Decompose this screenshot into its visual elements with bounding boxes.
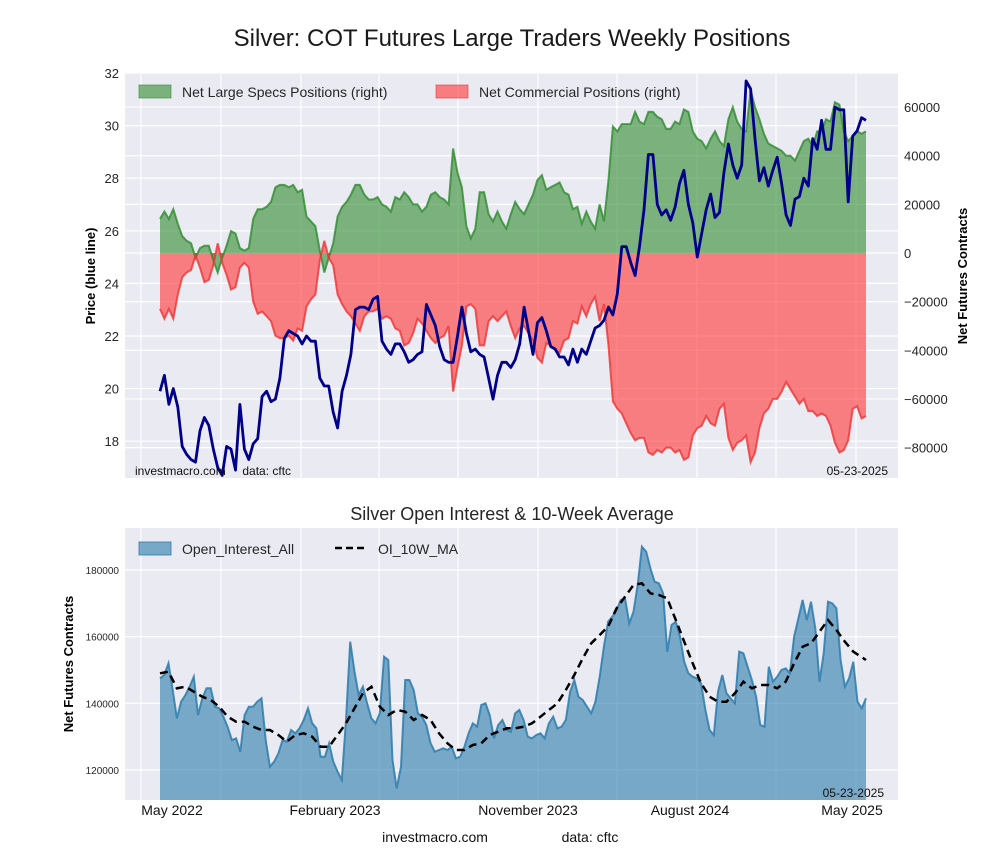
price-axis-label: Price (blue line): [83, 228, 98, 325]
right-tick-label: 40000: [904, 149, 940, 164]
right-tick-label: −60000: [904, 392, 948, 407]
bottom-x-ticks: May 2022 February 2023 November 2023 August…: [141, 802, 883, 818]
bottom-x-tick-label: February 2023: [289, 802, 380, 818]
left-tick-label: 28: [105, 171, 119, 186]
left-tick-label: 24: [105, 276, 119, 291]
bottom-x-tick-label: August 2024: [651, 802, 730, 818]
right-tick-label: 0: [904, 246, 911, 261]
top-watermark: investmacro.com data: cftc: [135, 464, 291, 478]
bottom-x-tick-label: May 2022: [141, 802, 203, 818]
bottom-x-tick-label: May 2025: [821, 802, 883, 818]
legend-swatch-large-specs: [138, 84, 172, 99]
legend-label-commercial: Net Commercial Positions (right): [479, 84, 681, 100]
top-lines: [158, 79, 867, 477]
open-interest-line: [159, 544, 867, 789]
bottom-y-tick-label: 140000: [86, 699, 120, 710]
right-tick-label: 60000: [904, 100, 940, 115]
top-areas: [159, 89, 867, 466]
open-interest-area: [160, 546, 866, 800]
bottom-y-tick-label: 160000: [86, 633, 120, 644]
right-tick-label: −20000: [904, 295, 948, 310]
right-tick-label: 20000: [904, 197, 940, 212]
bottom-x-tick-label: November 2023: [478, 802, 578, 818]
left-tick-label: 22: [105, 329, 119, 344]
left-tick-label: 32: [105, 66, 119, 81]
footer-source: data: cftc: [562, 829, 619, 845]
bottom-legend: Open_Interest_All OI_10W_MA: [138, 541, 459, 557]
bottom-areas: [159, 544, 867, 800]
footer-site: investmacro.com: [382, 829, 488, 845]
bottom-y-ticks: 120000 140000 160000 180000: [86, 566, 120, 777]
commercial-line: [159, 240, 867, 466]
legend-swatch-commercial: [435, 84, 469, 99]
bottom-y-tick-label: 120000: [86, 766, 120, 777]
oi-10w-ma-line: [159, 581, 867, 752]
bottom-date-annotation: 05-23-2025: [823, 786, 885, 800]
top-chart-title: Silver: COT Futures Large Traders Weekly…: [234, 25, 791, 52]
bottom-chart: 120000 140000 160000 180000 May 2022 Februar…: [61, 528, 898, 818]
bottom-chart-title: Silver Open Interest & 10-Week Average: [350, 504, 674, 524]
top-left-ticks: 18 20 22 24 26 28 30 32: [105, 66, 119, 449]
commercial-area: [160, 240, 866, 463]
top-right-ticks: −80000 −60000 −40000 −20000 0 20000 40000 60000: [904, 100, 948, 456]
right-tick-label: −40000: [904, 343, 948, 358]
left-tick-label: 30: [105, 119, 119, 134]
top-date-annotation: 05-23-2025: [827, 464, 889, 478]
top-legend: Net Large Specs Positions (right) Net Co…: [138, 84, 681, 100]
legend-label-open-interest: Open_Interest_All: [182, 541, 294, 557]
top-chart: 18 20 22 24 26 28 30 32 −80000 −60000 −40000 −2000…: [83, 66, 970, 478]
left-tick-label: 26: [105, 224, 119, 239]
legend-swatch-open-interest: [138, 541, 172, 556]
large-specs-line: [159, 89, 867, 276]
right-tick-label: −80000: [904, 441, 948, 456]
oi-axis-label: Net Futures Contracts: [61, 596, 76, 733]
price-line: [158, 79, 867, 477]
net-contracts-axis-label: Net Futures Contracts: [955, 208, 970, 345]
left-tick-label: 20: [105, 382, 119, 397]
left-tick-label: 18: [105, 434, 119, 449]
legend-label-oi-ma: OI_10W_MA: [378, 541, 459, 557]
legend-label-large-specs: Net Large Specs Positions (right): [182, 84, 387, 100]
bottom-y-tick-label: 180000: [86, 566, 120, 577]
